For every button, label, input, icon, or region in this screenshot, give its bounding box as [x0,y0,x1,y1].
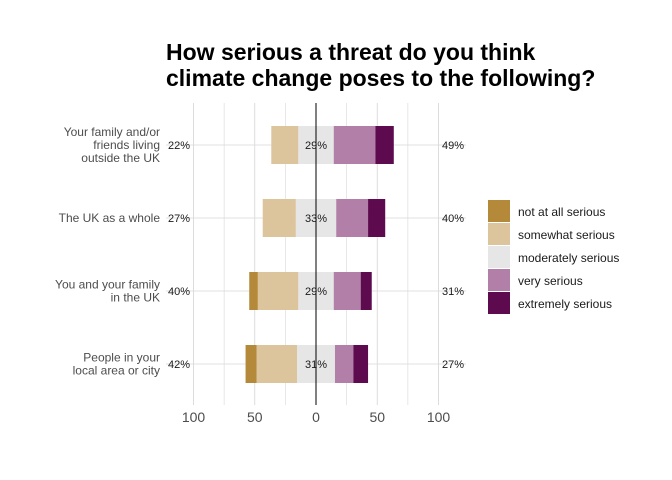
bar-not-at-all-serious [249,272,258,310]
x-tick-label: 100 [427,409,451,425]
left-percent-label: 40% [168,286,190,298]
x-axis-ticks: 100 50 0 50 100 [182,409,451,425]
left-percent-label: 27% [168,213,190,225]
bar-extremely-serious [360,272,372,310]
center-percent-label: 29% [305,140,327,152]
category-label-line: outside the UK [81,151,160,165]
category-label: You and your family in the UK [55,278,160,305]
data-labels: 22% 29% 49% 27% 33% 40% 40% 29% 31% 42% 31% 27% [168,140,464,371]
category-label: Your family and/or friends living outside … [64,125,160,165]
chart-title-line-1: How serious a threat do you think [166,39,536,65]
bar-extremely-serious [368,199,386,237]
legend-label: moderately serious [518,251,619,265]
bar-extremely-serious [353,345,369,383]
center-percent-label: 33% [305,213,327,225]
category-label-line: in the UK [111,291,160,305]
right-percent-label: 49% [442,140,464,152]
legend-swatch [488,269,510,291]
category-label-line: friends living [93,138,160,152]
legend-label: very serious [518,274,583,288]
bar-very-serious [333,272,361,310]
bar-somewhat-serious [257,272,299,310]
bar-very-serious [334,345,354,383]
x-tick-label: 100 [182,409,206,425]
x-tick-label: 0 [312,409,320,425]
chart-title: How serious a threat do you think climat… [166,39,595,91]
category-label: People in your local area or city [73,351,160,378]
legend-swatch [488,292,510,314]
legend-label: somewhat serious [518,228,615,242]
chart-title-line-2: climate change poses to the following? [166,65,595,91]
legend-label: not at all serious [518,205,605,219]
bar-very-serious [336,199,369,237]
category-label: The UK as a whole [59,211,161,225]
legend-label: extremely serious [518,297,612,311]
bar-somewhat-serious [256,345,298,383]
category-label-line: Your family and/or [64,125,160,139]
legend: not at all serious somewhat serious modera… [488,200,619,314]
center-percent-label: 29% [305,286,327,298]
category-label-line: local area or city [73,364,160,378]
legend-swatch [488,223,510,245]
x-tick-label: 50 [247,409,263,425]
legend-swatch [488,246,510,268]
category-label-line: People in your [83,351,160,365]
category-label-line: The UK as a whole [59,211,161,225]
right-percent-label: 40% [442,213,464,225]
bar-not-at-all-serious [245,345,257,383]
left-percent-label: 22% [168,140,190,152]
right-percent-label: 27% [442,359,464,371]
bar-somewhat-serious [262,199,296,237]
bar-very-serious [333,126,376,164]
x-tick-label: 50 [369,409,385,425]
left-percent-label: 42% [168,359,190,371]
center-percent-label: 31% [305,359,327,371]
category-label-line: You and your family [55,278,160,292]
bar-extremely-serious [375,126,394,164]
bars [245,103,394,405]
category-labels: Your family and/or friends living outside … [55,125,160,378]
bar-somewhat-serious [271,126,299,164]
right-percent-label: 31% [442,286,464,298]
legend-swatch [488,200,510,222]
